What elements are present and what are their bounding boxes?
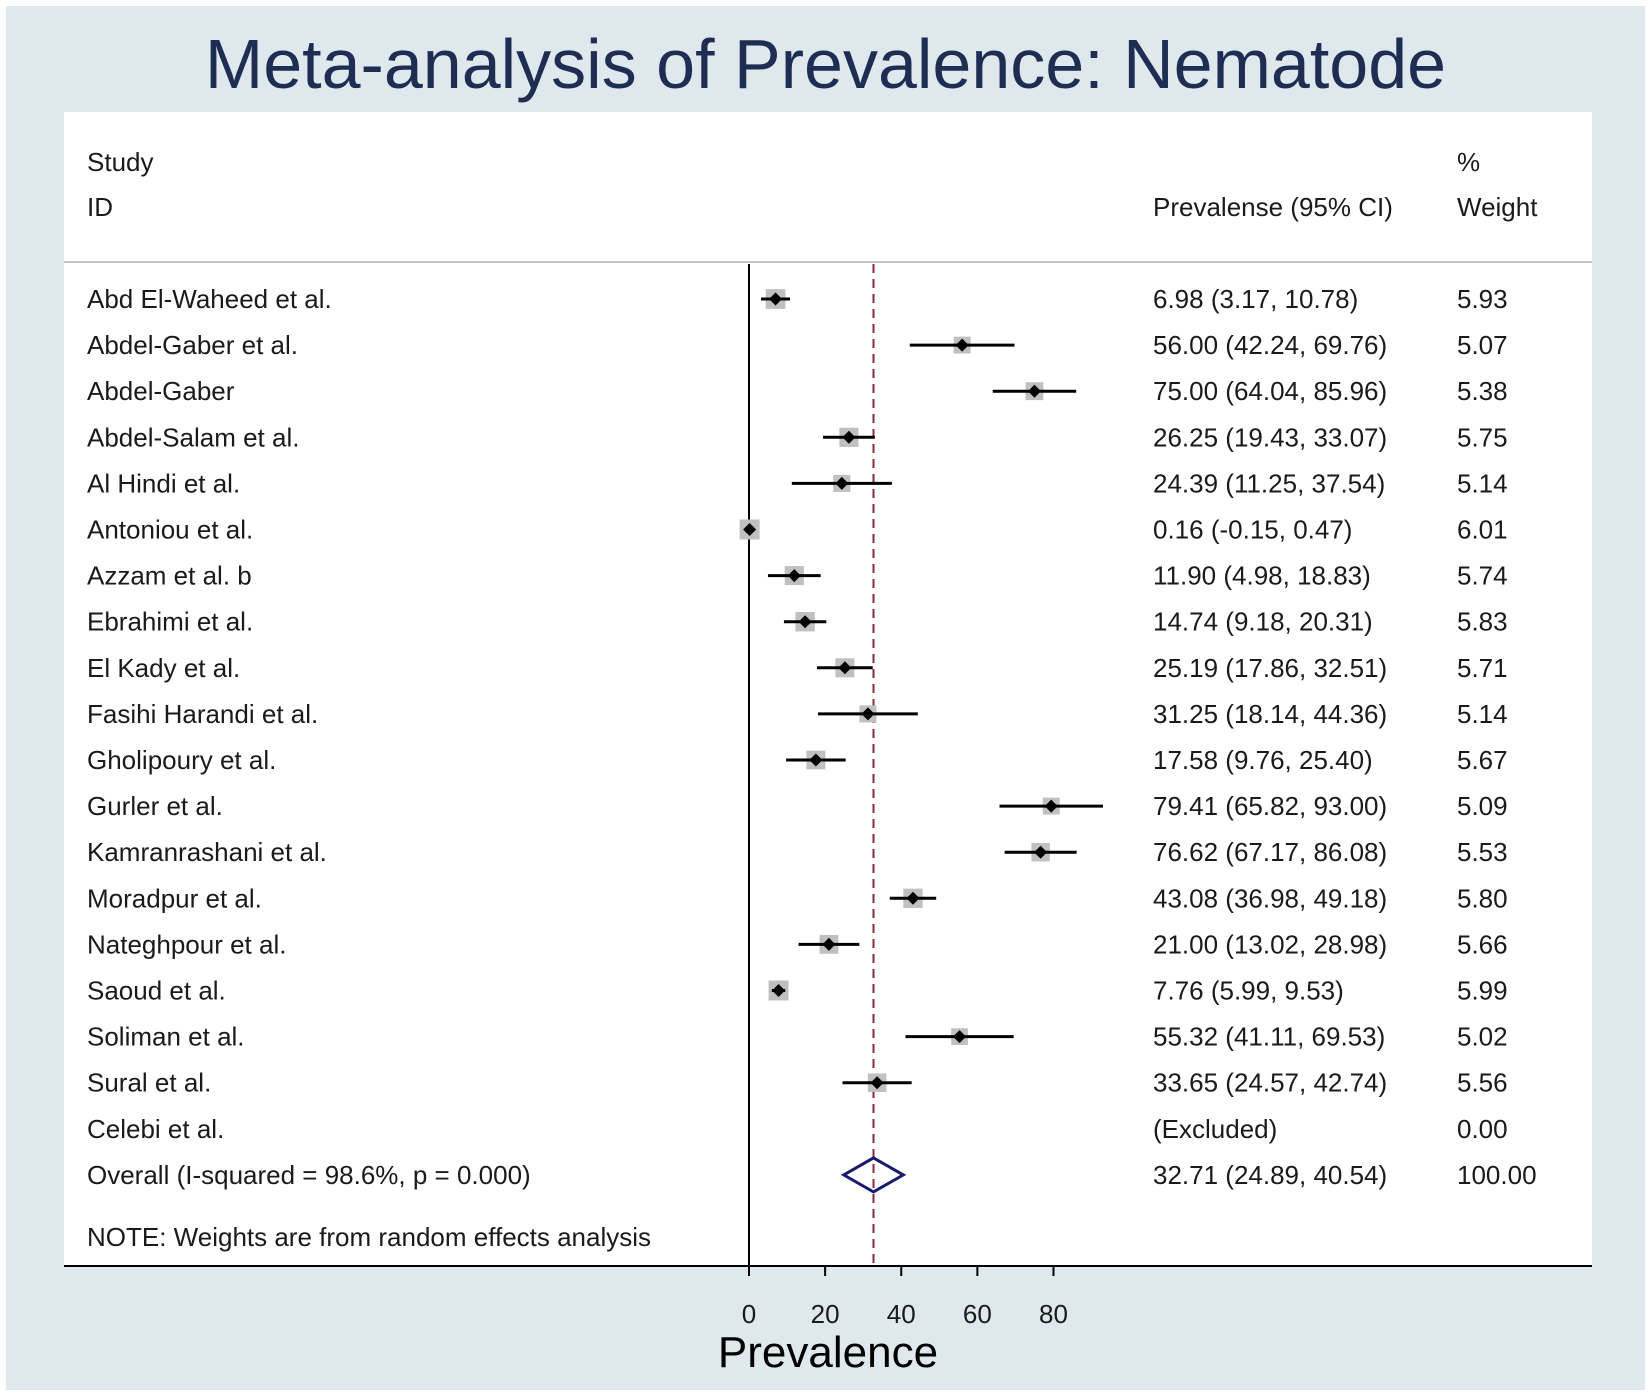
study-ci-text: 26.25 (19.43, 33.07) <box>1153 422 1387 452</box>
x-tick-label: 80 <box>1039 1299 1068 1329</box>
point-estimate <box>1044 799 1058 813</box>
study-label: Nateghpour et al. <box>87 929 286 959</box>
point-estimate <box>870 1076 884 1090</box>
point-estimate <box>906 891 920 905</box>
x-tick-label: 60 <box>963 1299 992 1329</box>
study-ci-text: 55.32 (41.11, 69.53) <box>1153 1022 1385 1052</box>
study-weight-text: 5.56 <box>1457 1068 1508 1098</box>
study-label: Abdel-Salam et al. <box>87 422 299 452</box>
study-ci-text: 17.58 (9.76, 25.40) <box>1153 745 1373 775</box>
study-ci-text: (Excluded) <box>1153 1114 1277 1144</box>
point-estimate <box>772 984 786 997</box>
point-estimate <box>1027 384 1041 398</box>
study-label: Antoniou et al. <box>87 515 253 545</box>
x-tick-label: 0 <box>742 1299 756 1329</box>
x-tick-label: 40 <box>887 1299 916 1329</box>
study-weight-text: 5.67 <box>1457 745 1508 775</box>
point-estimate <box>953 1030 967 1044</box>
point-estimate <box>769 292 783 306</box>
study-weight-text: 5.83 <box>1457 607 1508 637</box>
study-weight-text: 5.38 <box>1457 376 1508 406</box>
point-estimate <box>798 615 812 629</box>
point-estimate <box>861 707 875 721</box>
overall-weight-text: 100.00 <box>1457 1160 1537 1190</box>
point-estimate <box>842 430 856 444</box>
study-weight-text: 5.53 <box>1457 837 1508 867</box>
overall-label: Overall (I-squared = 98.6%, p = 0.000) <box>87 1160 531 1190</box>
study-ci-text: 76.62 (67.17, 86.08) <box>1153 837 1387 867</box>
point-estimate <box>822 937 836 951</box>
study-label: Fasihi Harandi et al. <box>87 699 318 729</box>
study-label: Kamranrashani et al. <box>87 837 327 867</box>
study-ci-text: 25.19 (17.86, 32.51) <box>1153 653 1387 683</box>
study-weight-text: 5.80 <box>1457 883 1508 913</box>
chart-title: Meta-analysis of Prevalence: Nematode <box>204 25 1447 103</box>
overall-diamond <box>840 1156 907 1194</box>
x-axis-label: Prevalence <box>718 1328 938 1377</box>
study-label: Gurler et al. <box>87 791 223 821</box>
study-label: Abd El-Waheed et al. <box>87 284 332 314</box>
header-id: ID <box>87 192 113 222</box>
header-percent: % <box>1457 147 1480 177</box>
study-label: Soliman et al. <box>87 1022 245 1052</box>
study-label: Celebi et al. <box>87 1114 224 1144</box>
study-weight-text: 5.93 <box>1457 284 1508 314</box>
study-label: Al Hindi et al. <box>87 468 240 498</box>
study-label: Sural et al. <box>87 1068 211 1098</box>
study-ci-text: 31.25 (18.14, 44.36) <box>1153 699 1387 729</box>
study-weight-text: 5.09 <box>1457 791 1508 821</box>
study-weight-text: 5.75 <box>1457 422 1508 452</box>
study-weight-text: 5.71 <box>1457 653 1508 683</box>
study-label: Abdel-Gaber et al. <box>87 330 298 360</box>
study-weight-text: 5.74 <box>1457 561 1508 591</box>
study-ci-text: 56.00 (42.24, 69.76) <box>1153 330 1387 360</box>
plot-panel <box>64 112 1592 1267</box>
study-ci-text: 7.76 (5.99, 9.53) <box>1153 976 1344 1006</box>
study-ci-text: 79.41 (65.82, 93.00) <box>1153 791 1387 821</box>
x-tick-label: 20 <box>811 1299 840 1329</box>
study-label: El Kady et al. <box>87 653 240 683</box>
point-estimate <box>809 753 823 767</box>
study-ci-text: 43.08 (36.98, 49.18) <box>1153 883 1387 913</box>
point-estimate <box>743 523 757 536</box>
point-estimate <box>787 569 801 583</box>
study-label: Gholipoury et al. <box>87 745 276 775</box>
study-label: Ebrahimi et al. <box>87 607 253 637</box>
header-weight: Weight <box>1457 192 1538 222</box>
study-ci-text: 6.98 (3.17, 10.78) <box>1153 284 1358 314</box>
study-weight-text: 6.01 <box>1457 515 1508 545</box>
study-ci-text: 75.00 (64.04, 85.96) <box>1153 376 1387 406</box>
point-estimate <box>835 476 849 490</box>
point-estimate <box>1034 845 1048 859</box>
study-weight-text: 5.99 <box>1457 976 1508 1006</box>
study-ci-text: 11.90 (4.98, 18.83) <box>1153 561 1371 591</box>
overall-ci-text: 32.71 (24.89, 40.54) <box>1153 1160 1387 1190</box>
study-label: Abdel-Gaber <box>87 376 235 406</box>
study-weight-text: 5.14 <box>1457 468 1508 498</box>
study-ci-text: 0.16 (-0.15, 0.47) <box>1153 515 1352 545</box>
study-weight-text: 5.02 <box>1457 1022 1508 1052</box>
study-ci-text: 21.00 (13.02, 28.98) <box>1153 929 1387 959</box>
study-weight-text: 5.14 <box>1457 699 1508 729</box>
study-weight-text: 0.00 <box>1457 1114 1508 1144</box>
study-ci-text: 33.65 (24.57, 42.74) <box>1153 1068 1387 1098</box>
point-estimate <box>955 338 969 352</box>
study-label: Azzam et al. b <box>87 561 252 591</box>
weights-note: NOTE: Weights are from random effects an… <box>87 1222 651 1252</box>
study-label: Moradpur et al. <box>87 883 262 913</box>
point-estimate <box>838 661 852 675</box>
header-study: Study <box>87 147 154 177</box>
study-label: Saoud et al. <box>87 976 226 1006</box>
study-weight-text: 5.07 <box>1457 330 1508 360</box>
header-estimate: Prevalense (95% CI) <box>1153 192 1393 222</box>
study-ci-text: 24.39 (11.25, 37.54) <box>1153 468 1385 498</box>
study-ci-text: 14.74 (9.18, 20.31) <box>1153 607 1373 637</box>
study-weight-text: 5.66 <box>1457 929 1508 959</box>
